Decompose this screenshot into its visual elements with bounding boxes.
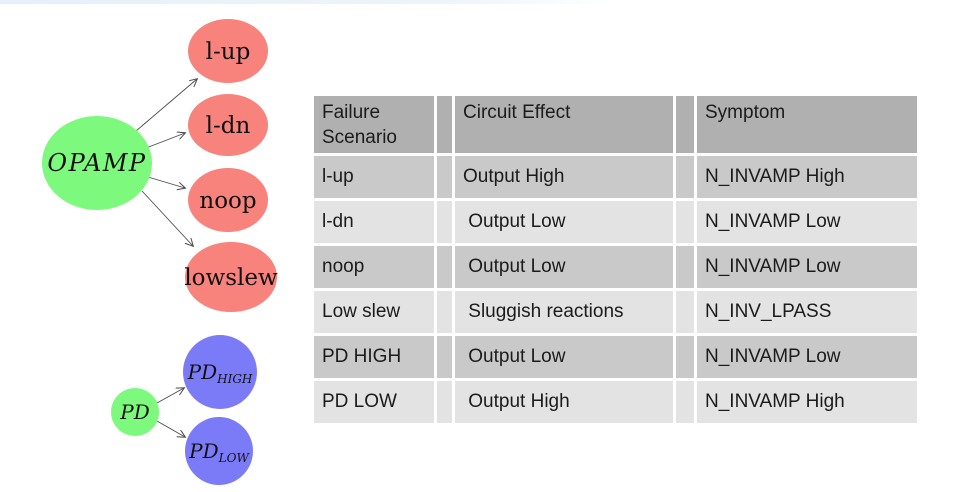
cell-separator: [437, 336, 452, 378]
cell-separator: [676, 156, 694, 198]
fault-tree-diagram: OPAMP l-up l-dn noop lowslew PD PDHIGH P…: [42, 19, 278, 485]
cell-separator: [676, 246, 694, 288]
node-pd: PD: [111, 388, 159, 436]
cell-scenario: noop: [314, 246, 434, 288]
cell-scenario: PD HIGH: [314, 336, 434, 378]
header-separator: [437, 96, 452, 153]
cell-effect: Output Low: [455, 336, 673, 378]
header-circuit-effect: Circuit Effect: [455, 96, 673, 153]
node-l-dn: l-dn: [188, 94, 268, 156]
cell-scenario: l-dn: [314, 201, 434, 243]
cell-effect: Output High: [455, 156, 673, 198]
node-pd-low-label: PDLOW: [188, 439, 250, 465]
cell-separator: [676, 201, 694, 243]
table-row: l-dn Output Low N_INVAMP Low: [314, 201, 917, 243]
table-row: PD LOW Output High N_INVAMP High: [314, 381, 917, 423]
cell-symptom: N_INVAMP High: [697, 381, 917, 423]
node-pd-high-label: PDHIGH: [187, 360, 253, 386]
node-pd-low: PDLOW: [185, 417, 253, 485]
node-l-dn-shape: [188, 94, 268, 156]
arrow-pd-to-pd-high: [156, 388, 184, 404]
table-row: Low slew Sluggish reactions N_INV_LPASS: [314, 291, 917, 333]
node-pd-label: PD: [119, 400, 150, 424]
top-edge-highlight: [0, 0, 620, 4]
failure-scenario-table: Failure Scenario Circuit Effect Symptom …: [311, 93, 920, 426]
node-opamp: OPAMP: [42, 116, 152, 210]
header-failure-scenario: Failure Scenario: [314, 96, 434, 153]
cell-effect: Output Low: [455, 201, 673, 243]
node-l-dn-label: l-dn: [206, 113, 251, 139]
node-pd-high: PDHIGH: [183, 335, 257, 409]
cell-symptom: N_INVAMP Low: [697, 201, 917, 243]
node-pd-high-label-sub: HIGH: [216, 372, 253, 386]
node-lowslew-shape: [185, 242, 277, 312]
header-separator: [676, 96, 694, 153]
table-row: PD HIGH Output Low N_INVAMP Low: [314, 336, 917, 378]
pd-tree-arrows: [156, 388, 185, 437]
cell-symptom: N_INVAMP Low: [697, 246, 917, 288]
node-noop: noop: [188, 168, 268, 232]
cell-scenario: Low slew: [314, 291, 434, 333]
opamp-tree-arrows: [135, 79, 197, 246]
cell-effect: Output Low: [455, 246, 673, 288]
cell-effect: Sluggish reactions: [455, 291, 673, 333]
node-pd-high-label-main: PD: [187, 360, 218, 384]
node-lowslew: lowslew: [184, 242, 278, 312]
cell-separator: [676, 291, 694, 333]
node-pd-low-shape: [185, 417, 253, 485]
arrow-opamp-to-l-up: [135, 79, 197, 132]
node-noop-shape: [188, 168, 268, 232]
node-l-up: l-up: [188, 19, 268, 83]
cell-effect: Output High: [455, 381, 673, 423]
arrow-opamp-to-lowslew: [141, 190, 193, 246]
cell-symptom: N_INV_LPASS: [697, 291, 917, 333]
cell-separator: [437, 201, 452, 243]
cell-separator: [437, 291, 452, 333]
arrow-opamp-to-l-dn: [145, 133, 185, 149]
cell-separator: [676, 336, 694, 378]
node-opamp-shape: [42, 116, 152, 210]
cell-separator: [437, 381, 452, 423]
cell-separator: [676, 381, 694, 423]
node-noop-label: noop: [199, 188, 256, 214]
cell-separator: [437, 246, 452, 288]
node-l-up-label: l-up: [206, 39, 251, 65]
node-lowslew-label: lowslew: [184, 265, 278, 291]
header-symptom: Symptom: [697, 96, 917, 153]
node-pd-high-shape: [183, 335, 257, 409]
cell-scenario: PD LOW: [314, 381, 434, 423]
cell-separator: [437, 156, 452, 198]
node-pd-shape: [111, 388, 159, 436]
cell-scenario: l-up: [314, 156, 434, 198]
table-row: l-up Output High N_INVAMP High: [314, 156, 917, 198]
node-pd-low-label-sub: LOW: [218, 451, 251, 465]
table-row: noop Output Low N_INVAMP Low: [314, 246, 917, 288]
cell-symptom: N_INVAMP Low: [697, 336, 917, 378]
arrow-opamp-to-noop: [147, 176, 185, 188]
table-header-row: Failure Scenario Circuit Effect Symptom: [314, 96, 917, 153]
node-l-up-shape: [188, 19, 268, 83]
arrow-pd-to-pd-low: [156, 420, 185, 437]
cell-symptom: N_INVAMP High: [697, 156, 917, 198]
node-opamp-label: OPAMP: [47, 149, 146, 177]
node-pd-low-label-main: PD: [188, 439, 219, 463]
